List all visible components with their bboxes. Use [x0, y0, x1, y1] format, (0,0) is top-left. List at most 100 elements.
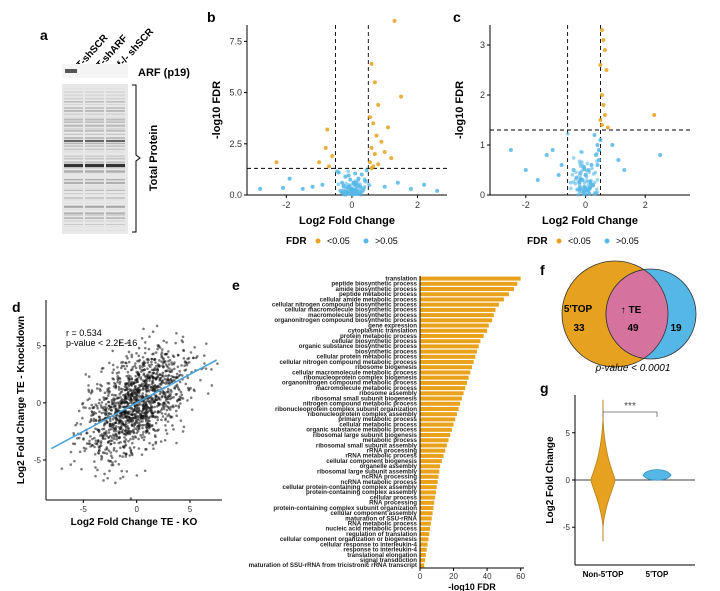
data-point	[174, 341, 177, 345]
data-point	[130, 355, 134, 359]
gel-band	[85, 188, 104, 190]
data-point	[118, 454, 122, 458]
bar-category-label: ncRNA processing	[362, 474, 417, 481]
bar-category-label: cytoplasmic translation	[348, 328, 417, 335]
data-point	[105, 446, 109, 449]
bar-category-label: macromolecule biosynthetic process	[308, 312, 418, 319]
gel-band	[85, 115, 104, 118]
data-point	[124, 455, 128, 458]
data-point	[146, 357, 150, 361]
data-point	[97, 401, 101, 405]
scatter-plot-d: -5 0 5 -5 0 5 Log2 Fold Change TE - KO Log2 Fol…	[16, 300, 222, 528]
gel-band	[64, 220, 83, 222]
data-point	[568, 186, 573, 191]
panel-c-letter: c	[453, 9, 461, 25]
data-point	[127, 376, 130, 380]
data-point	[206, 392, 210, 395]
gel-band	[85, 157, 104, 160]
data-point	[138, 367, 142, 370]
gel-band	[106, 133, 125, 135]
data-point	[112, 368, 116, 371]
data-point	[556, 173, 561, 177]
gel-band	[64, 205, 83, 208]
data-point	[132, 428, 135, 432]
data-point	[125, 374, 128, 378]
data-point	[595, 159, 599, 164]
data-point	[157, 428, 160, 432]
panel-g: g -5 0 5 *** Non-5'TOP 5'TOP Log2 Fold Change	[540, 380, 695, 579]
data-point	[330, 154, 335, 159]
data-point	[112, 423, 116, 427]
bar-category-label: organonitrogen compound biosynthetic pro…	[274, 317, 417, 324]
data-point	[180, 393, 184, 397]
data-point	[125, 431, 129, 435]
gel-band	[106, 107, 125, 110]
data-point	[116, 380, 119, 384]
x-category-label: Non-5'TOP	[583, 570, 625, 579]
data-point	[160, 412, 164, 415]
gel-band	[106, 205, 125, 208]
arf-label: ARF (p19)	[138, 67, 190, 79]
data-point	[341, 184, 345, 189]
data-point	[123, 429, 127, 433]
bar	[420, 328, 488, 333]
data-point	[153, 400, 157, 404]
data-point	[107, 404, 111, 408]
data-point	[151, 413, 155, 417]
data-point	[141, 426, 144, 430]
data-point	[79, 422, 83, 426]
bar	[420, 391, 464, 396]
panel-d: d -5 0 5 -5 0 5 Log2 Fold Change TE - KO Log2 F…	[12, 299, 222, 528]
data-point	[156, 371, 159, 374]
gel-band	[85, 197, 104, 199]
data-point	[175, 414, 179, 418]
gel-band	[64, 88, 83, 90]
bar	[420, 417, 456, 422]
data-point	[598, 118, 603, 122]
gel-band	[106, 118, 125, 121]
data-point	[126, 418, 130, 421]
data-point	[131, 416, 135, 420]
gel-band	[64, 188, 83, 190]
data-point	[584, 168, 589, 173]
data-point	[122, 398, 126, 402]
data-point	[143, 382, 146, 386]
data-point	[101, 437, 105, 440]
bar-category-label: response to interleukin-4	[343, 547, 417, 554]
venn-left-count: 33	[573, 323, 585, 334]
data-point	[84, 373, 88, 376]
gel-band	[85, 172, 104, 174]
gel-band	[106, 101, 125, 103]
gel-band	[64, 133, 83, 135]
y-tick-label: 3	[480, 40, 485, 50]
data-point	[126, 397, 129, 400]
data-point	[126, 403, 130, 407]
data-point	[144, 382, 148, 386]
bar	[420, 479, 438, 484]
data-point	[133, 405, 137, 408]
data-point	[599, 28, 604, 32]
x-tick-label: 0	[418, 572, 423, 581]
data-point	[115, 438, 119, 441]
x-axis-label: Log2 Fold Change	[299, 215, 395, 227]
gel-band	[106, 190, 125, 191]
data-point	[98, 417, 102, 421]
data-point	[343, 190, 347, 195]
data-point	[535, 178, 540, 182]
data-point	[167, 395, 170, 399]
data-point	[164, 403, 167, 406]
data-point	[104, 412, 107, 416]
gel-band	[85, 118, 104, 121]
data-point	[117, 430, 121, 433]
data-point	[124, 400, 128, 404]
data-point	[385, 125, 390, 130]
gel-band-mid	[106, 140, 125, 142]
gel-band	[85, 185, 104, 188]
data-point	[92, 436, 96, 440]
data-point	[157, 402, 160, 405]
data-point	[281, 185, 286, 190]
gel-band	[106, 151, 125, 153]
bar-category-label: metabolic process	[363, 437, 418, 444]
bar	[420, 281, 518, 286]
data-point	[144, 375, 147, 378]
